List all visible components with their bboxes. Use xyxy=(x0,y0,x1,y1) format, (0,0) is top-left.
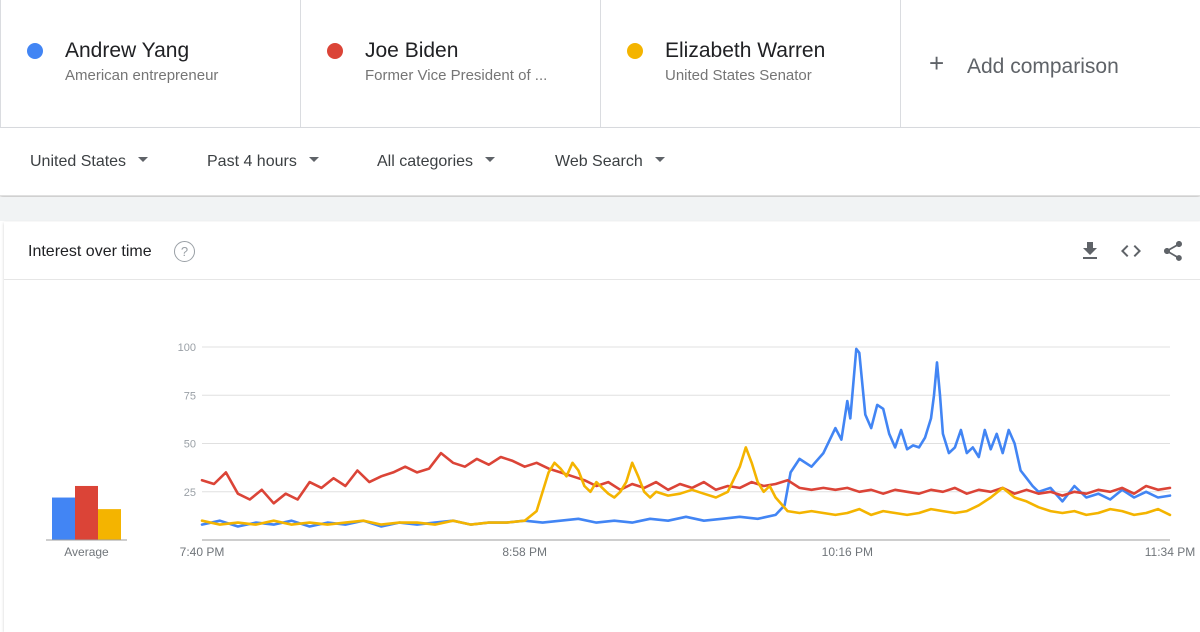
term-joe-biden[interactable]: Joe Biden Former Vice President of ... xyxy=(300,0,600,128)
card-header: Interest over time ? xyxy=(4,222,1200,280)
y-tick-label: 50 xyxy=(184,439,196,451)
y-tick-label: 75 xyxy=(184,390,196,402)
term-name[interactable]: Joe Biden xyxy=(365,39,459,62)
download-icon[interactable] xyxy=(1078,239,1102,263)
interest-over-time-card: Interest over time ? 25 50 75 100 7:40 PM 8:5… xyxy=(4,222,1200,632)
average-bar xyxy=(52,497,75,540)
term-andrew-yang[interactable]: Andrew Yang American entrepreneur xyxy=(0,0,300,128)
series-line-3 xyxy=(200,446,1172,526)
plus-icon: + xyxy=(929,48,945,78)
term-subtitle: American entrepreneur xyxy=(65,67,219,84)
term-color-dot xyxy=(327,43,343,59)
caret-down-icon xyxy=(308,157,319,163)
region-filter-dropdown[interactable]: United States xyxy=(30,153,149,171)
term-name[interactable]: Andrew Yang xyxy=(65,39,190,62)
card-title: Interest over time xyxy=(28,243,152,260)
filter-label: Past 4 hours xyxy=(207,153,297,170)
series-line-2 xyxy=(200,451,1172,505)
filter-label: United States xyxy=(30,153,127,170)
x-tick-label: 11:34 PM xyxy=(1145,545,1195,559)
term-color-dot xyxy=(627,43,643,59)
caret-down-icon xyxy=(654,157,665,163)
embed-icon[interactable] xyxy=(1119,239,1143,263)
section-gap xyxy=(0,197,1200,221)
term-subtitle: Former Vice President of ... xyxy=(365,67,548,84)
add-comparison-button[interactable]: + Add comparison xyxy=(900,0,1200,128)
average-bar xyxy=(75,485,98,540)
term-name[interactable]: Elizabeth Warren xyxy=(665,39,826,62)
caret-down-icon xyxy=(485,157,496,163)
search-type-filter-dropdown[interactable]: Web Search xyxy=(555,153,665,171)
average-bar xyxy=(98,509,121,540)
filter-label: Web Search xyxy=(555,153,643,170)
x-tick-label: 8:58 PM xyxy=(502,545,547,559)
y-tick-label: 25 xyxy=(184,487,196,499)
term-header-row: Andrew Yang American entrepreneur Joe Bi… xyxy=(0,0,1200,128)
term-color-dot xyxy=(27,43,43,59)
average-label: Average xyxy=(64,545,109,559)
time-filter-dropdown[interactable]: Past 4 hours xyxy=(207,153,319,171)
add-comparison-label: Add comparison xyxy=(967,55,1119,78)
filter-label: All categories xyxy=(377,153,474,170)
caret-down-icon xyxy=(138,157,149,163)
term-elizabeth-warren[interactable]: Elizabeth Warren United States Senator xyxy=(600,0,900,128)
filter-bar: United States Past 4 hours All categorie… xyxy=(0,128,1200,196)
interest-chart: 25 50 75 100 7:40 PM 8:58 PM 10:16 PM 11:34 PM A… xyxy=(46,342,1195,559)
y-tick-label: 100 xyxy=(178,342,196,354)
x-tick-label: 10:16 PM xyxy=(822,545,873,559)
share-icon[interactable] xyxy=(1161,239,1185,263)
help-icon[interactable]: ? xyxy=(174,241,195,262)
category-filter-dropdown[interactable]: All categories xyxy=(377,153,496,171)
term-subtitle: United States Senator xyxy=(665,67,812,84)
x-tick-label: 7:40 PM xyxy=(180,545,225,559)
